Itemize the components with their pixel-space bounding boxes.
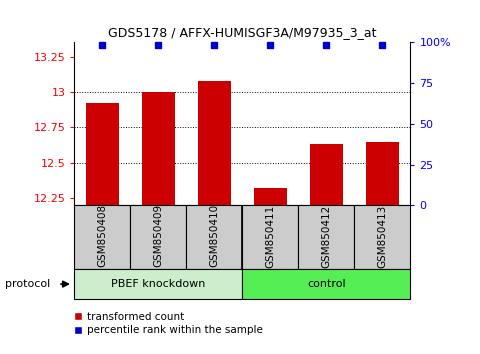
Title: GDS5178 / AFFX-HUMISGF3A/M97935_3_at: GDS5178 / AFFX-HUMISGF3A/M97935_3_at <box>108 25 377 39</box>
Bar <box>74 205 131 269</box>
Text: PBEF knockdown: PBEF knockdown <box>111 279 205 289</box>
Text: GSM850413: GSM850413 <box>377 204 387 268</box>
Text: GSM850411: GSM850411 <box>265 204 276 268</box>
Bar <box>198 81 231 205</box>
Text: GSM850410: GSM850410 <box>209 204 219 268</box>
Text: protocol: protocol <box>5 279 50 289</box>
Bar <box>354 205 410 269</box>
Text: GSM850412: GSM850412 <box>322 204 331 268</box>
Bar <box>131 205 186 269</box>
Bar <box>142 92 175 205</box>
Bar <box>186 205 242 269</box>
Legend: transformed count, percentile rank within the sample: transformed count, percentile rank withi… <box>70 308 267 339</box>
Bar <box>253 188 287 205</box>
Bar <box>242 269 410 299</box>
Bar <box>366 142 399 205</box>
Bar <box>242 205 299 269</box>
Text: GSM850408: GSM850408 <box>97 204 108 268</box>
Bar <box>299 205 354 269</box>
Text: GSM850409: GSM850409 <box>154 204 163 268</box>
Text: control: control <box>307 279 346 289</box>
Bar <box>310 144 343 205</box>
Bar <box>85 103 119 205</box>
Bar <box>74 269 242 299</box>
